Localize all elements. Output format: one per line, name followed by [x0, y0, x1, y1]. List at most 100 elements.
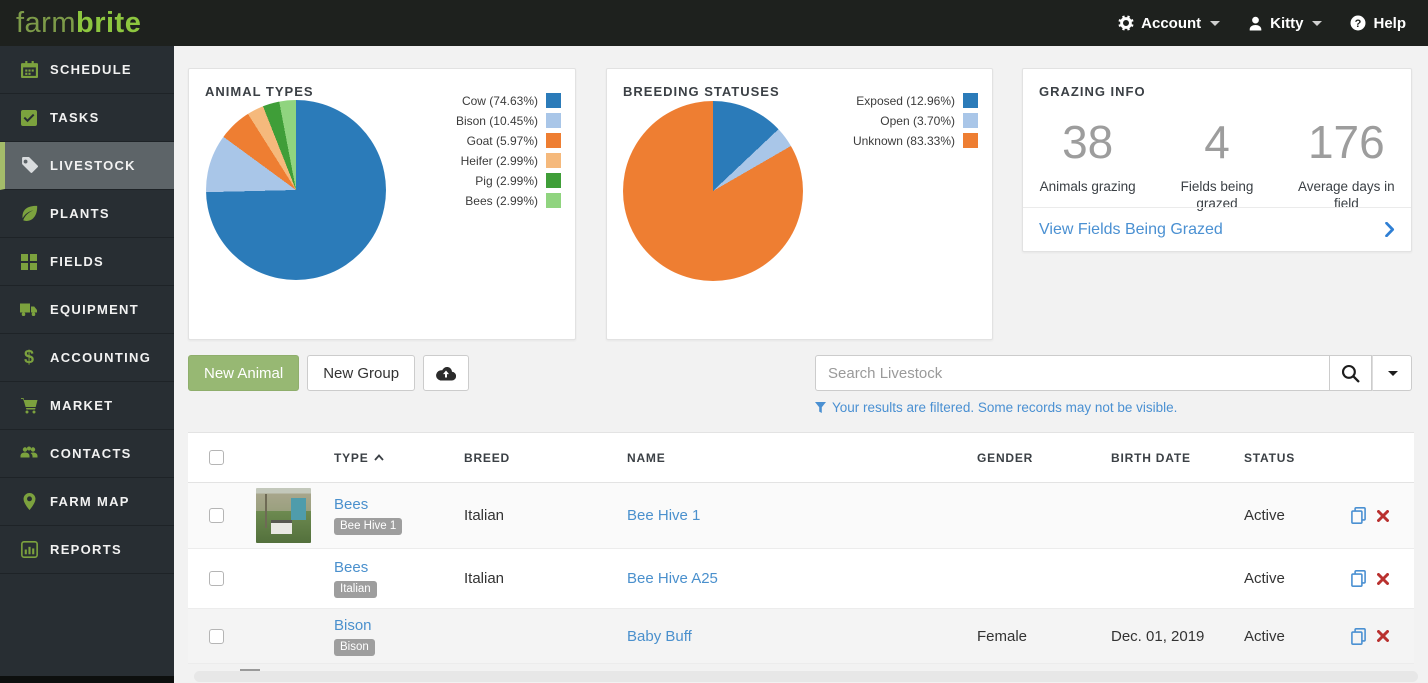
row-checkbox[interactable]	[208, 508, 224, 523]
sidebar-item-label: PLANTS	[50, 206, 110, 221]
stat-fields-being-grazed: 4 Fields being grazed	[1152, 117, 1281, 213]
legend-item[interactable]: Open (3.70%)	[853, 113, 978, 128]
search-options-button[interactable]	[1372, 355, 1412, 391]
farmbrite-logo[interactable]: farmbrite	[16, 7, 141, 40]
status-cell: Active	[1244, 627, 1285, 645]
leaf-icon	[19, 205, 39, 223]
legend-swatch	[546, 173, 561, 188]
animal-types-pie-chart[interactable]	[206, 100, 386, 280]
svg-text:?: ?	[1355, 18, 1362, 30]
birth-date-column-header[interactable]: BIRTH DATE	[1111, 450, 1191, 465]
legend-swatch	[546, 153, 561, 168]
group-badge: Bison	[334, 638, 375, 656]
legend-swatch	[963, 113, 978, 128]
legend-item[interactable]: Bison (10.45%)	[456, 113, 561, 128]
sidebar-item-equipment[interactable]: EQUIPMENT	[0, 286, 174, 334]
search-button[interactable]	[1330, 355, 1372, 391]
delete-x-icon[interactable]	[1377, 572, 1389, 585]
delete-x-icon[interactable]	[1377, 509, 1389, 522]
legend-item[interactable]: Heifer (2.99%)	[456, 153, 561, 168]
gender-cell: Female	[977, 627, 1028, 645]
cart-icon	[19, 397, 39, 415]
legend-item[interactable]: Pig (2.99%)	[456, 173, 561, 188]
legend-item[interactable]: Bees (2.99%)	[456, 193, 561, 208]
chevron-down-icon	[1210, 20, 1221, 26]
status-column-header[interactable]: STATUS	[1244, 450, 1296, 465]
sidebar-item-market[interactable]: MARKET	[0, 382, 174, 430]
sidebar-item-label: REPORTS	[50, 542, 122, 557]
group-badge: Italian	[334, 581, 377, 598]
tag-icon	[19, 157, 39, 175]
new-animal-button[interactable]: New Animal	[188, 355, 300, 391]
legend-swatch	[546, 193, 561, 208]
animal-name-link[interactable]: Bee Hive A25	[627, 570, 718, 587]
row-checkbox[interactable]	[208, 628, 224, 644]
logo-brite: brite	[76, 6, 142, 39]
search-input[interactable]	[815, 355, 1330, 391]
animal-name-link[interactable]: Bee Hive 1	[627, 507, 701, 524]
upload-button[interactable]	[423, 355, 470, 391]
legend-item[interactable]: Exposed (12.96%)	[853, 93, 978, 108]
legend-item[interactable]: Unknown (83.33%)	[853, 133, 978, 148]
filter-notice[interactable]: Your results are filtered. Some records …	[815, 400, 1412, 415]
stat-value: 176	[1307, 116, 1385, 168]
user-menu[interactable]: Kitty	[1248, 15, 1323, 32]
sidebar-item-label: MARKET	[50, 398, 114, 413]
sidebar-item-fields[interactable]: FIELDS	[0, 238, 174, 286]
sidebar-item-plants[interactable]: PLANTS	[0, 190, 174, 238]
animal-name-link[interactable]: Baby Buff	[627, 627, 692, 645]
help-icon: ?	[1350, 15, 1366, 31]
chevron-right-icon	[1385, 222, 1395, 237]
stat-label: Animals grazing	[1039, 178, 1136, 194]
legend-item[interactable]: Goat (5.97%)	[456, 133, 561, 148]
name-column-header[interactable]: NAME	[627, 450, 666, 465]
animal-type-link[interactable]: Bison	[334, 616, 372, 634]
account-menu[interactable]: Account	[1118, 15, 1221, 32]
bar-chart-icon	[19, 541, 39, 559]
breeding-statuses-pie-chart[interactable]	[623, 101, 803, 281]
fields-icon	[19, 253, 39, 271]
livestock-table: TYPE BREED NAME GENDER BIRTH DATE STATUS…	[188, 432, 1414, 664]
animal-types-legend: Cow (74.63%) Bison (10.45%) Goat (5.97%)…	[456, 93, 561, 208]
select-all-checkbox[interactable]	[208, 450, 224, 465]
help-menu[interactable]: ? Help	[1350, 15, 1406, 32]
legend-swatch	[546, 133, 561, 148]
stat-value: 38	[1062, 116, 1114, 168]
sidebar-item-label: EQUIPMENT	[50, 302, 139, 317]
card-title: BREEDING STATUSES	[623, 84, 780, 99]
tasks-icon	[19, 109, 39, 127]
card-title: ANIMAL TYPES	[205, 84, 314, 99]
sidebar-bottom-strip	[0, 676, 174, 683]
sidebar-item-accounting[interactable]: $ ACCOUNTING	[0, 334, 174, 382]
page-horizontal-scrollbar[interactable]	[194, 671, 1418, 682]
gender-column-header[interactable]: GENDER	[977, 450, 1034, 465]
legend-swatch	[963, 93, 978, 108]
sidebar-item-tasks[interactable]: TASKS	[0, 94, 174, 142]
sidebar-item-livestock[interactable]: LIVESTOCK	[0, 142, 174, 190]
breed-column-header[interactable]: BREED	[464, 450, 511, 465]
type-column-header[interactable]: TYPE	[324, 451, 454, 465]
stat-value: 4	[1204, 116, 1230, 168]
sort-ascending-icon	[373, 454, 384, 461]
stat-average-days-in-field: 176 Average days in field	[1282, 117, 1411, 213]
duplicate-icon[interactable]	[1350, 570, 1367, 587]
legend-item[interactable]: Cow (74.63%)	[456, 93, 561, 108]
sidebar-item-reports[interactable]: REPORTS	[0, 526, 174, 574]
users-icon	[19, 445, 39, 463]
delete-x-icon[interactable]	[1377, 630, 1389, 642]
sidebar-item-schedule[interactable]: SCHEDULE	[0, 46, 174, 94]
chevron-down-icon	[1388, 370, 1398, 376]
sidebar-item-farm-map[interactable]: FARM MAP	[0, 478, 174, 526]
view-fields-being-grazed-link[interactable]: View Fields Being Grazed	[1023, 207, 1411, 251]
sidebar-item-contacts[interactable]: CONTACTS	[0, 430, 174, 478]
animal-photo-thumbnail[interactable]	[256, 488, 311, 543]
map-pin-icon	[19, 493, 39, 511]
cloud-upload-icon	[436, 366, 457, 381]
duplicate-icon[interactable]	[1350, 507, 1367, 524]
animal-type-link[interactable]: Bees	[334, 496, 369, 513]
duplicate-icon[interactable]	[1350, 627, 1367, 645]
row-checkbox[interactable]	[208, 571, 224, 586]
animal-type-link[interactable]: Bees	[334, 559, 369, 576]
livestock-toolbar: New Animal New Group Your results are fi…	[188, 355, 1412, 425]
new-group-button[interactable]: New Group	[307, 355, 416, 391]
